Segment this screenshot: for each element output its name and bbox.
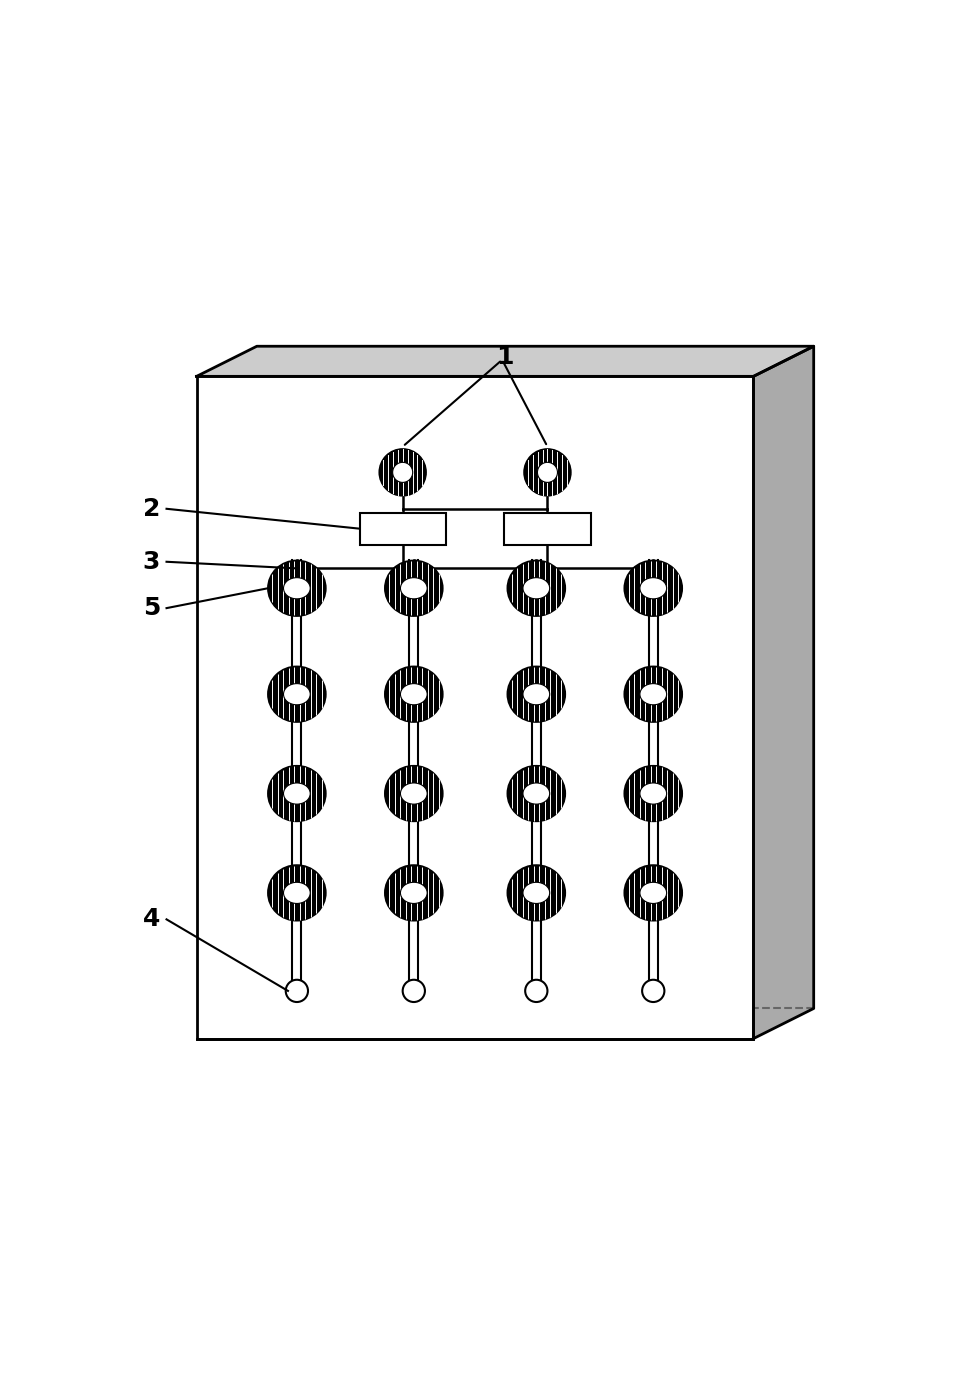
Ellipse shape — [640, 883, 667, 904]
Text: 5: 5 — [143, 596, 160, 620]
Polygon shape — [196, 346, 814, 377]
Ellipse shape — [284, 683, 310, 705]
Ellipse shape — [624, 765, 683, 822]
Ellipse shape — [284, 578, 310, 599]
Ellipse shape — [642, 980, 664, 1002]
Ellipse shape — [508, 667, 565, 722]
Ellipse shape — [385, 765, 443, 822]
Ellipse shape — [640, 683, 667, 705]
Ellipse shape — [523, 883, 550, 904]
Ellipse shape — [624, 667, 683, 722]
Text: 2: 2 — [143, 496, 160, 521]
Ellipse shape — [523, 783, 550, 804]
Ellipse shape — [268, 865, 326, 920]
Text: 1: 1 — [496, 345, 514, 369]
Ellipse shape — [385, 560, 443, 615]
Polygon shape — [753, 346, 814, 1038]
Ellipse shape — [508, 560, 565, 615]
Bar — [196, 377, 753, 1038]
Ellipse shape — [400, 683, 427, 705]
Ellipse shape — [400, 578, 427, 599]
Ellipse shape — [524, 449, 571, 496]
Ellipse shape — [525, 980, 548, 1002]
Text: 3: 3 — [143, 550, 160, 574]
Ellipse shape — [624, 560, 683, 615]
Ellipse shape — [385, 865, 443, 920]
Ellipse shape — [380, 449, 426, 496]
Ellipse shape — [268, 667, 326, 722]
Ellipse shape — [640, 783, 667, 804]
Ellipse shape — [392, 463, 413, 482]
Ellipse shape — [268, 765, 326, 822]
Ellipse shape — [537, 463, 557, 482]
Ellipse shape — [284, 783, 310, 804]
Ellipse shape — [523, 683, 550, 705]
Ellipse shape — [400, 883, 427, 904]
Ellipse shape — [285, 980, 308, 1002]
Ellipse shape — [268, 560, 326, 615]
Ellipse shape — [508, 765, 565, 822]
Bar — [504, 513, 590, 545]
Ellipse shape — [403, 980, 425, 1002]
Ellipse shape — [284, 883, 310, 904]
Ellipse shape — [385, 667, 443, 722]
Ellipse shape — [508, 865, 565, 920]
Ellipse shape — [400, 783, 427, 804]
Ellipse shape — [523, 578, 550, 599]
Bar — [359, 513, 446, 545]
Text: 4: 4 — [143, 908, 160, 931]
Ellipse shape — [640, 578, 667, 599]
Ellipse shape — [624, 865, 683, 920]
